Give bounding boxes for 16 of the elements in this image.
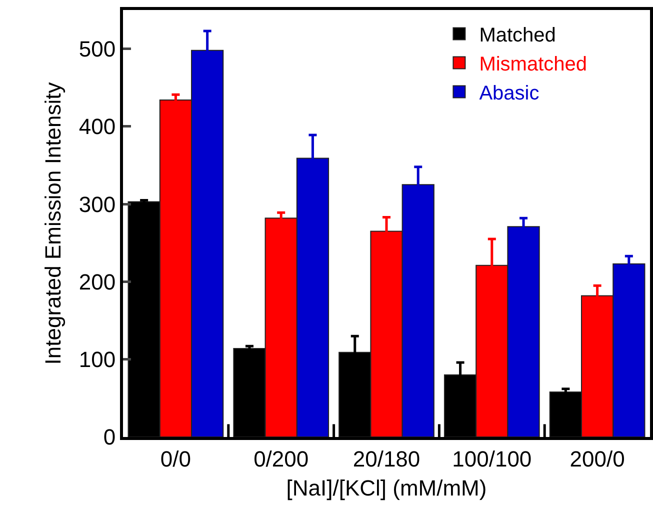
x-tick-label: 100/100 [452, 446, 532, 472]
y-tick-label: 500 [78, 36, 116, 62]
legend-label: Matched [479, 24, 556, 47]
x-tick-label: 0/0 [160, 446, 191, 472]
y-axis-title: Integrated Emission Intensity [40, 82, 66, 365]
x-tick-label: 20/180 [352, 446, 420, 472]
y-tick-label: 200 [78, 269, 116, 294]
legend-label: Abasic [479, 82, 540, 105]
y-tick-label: 300 [78, 192, 116, 217]
x-tick-label: 200/0 [570, 446, 625, 472]
y-tick-label: 400 [78, 114, 116, 140]
y-tick-label: 100 [78, 347, 116, 372]
legend-label: Mismatched [479, 54, 588, 76]
y-tick-label: 0 [103, 424, 116, 450]
x-tick-label: 0/200 [254, 446, 309, 472]
x-axis-title: [NaI]/[KCl] (mM/mM) [286, 475, 487, 500]
